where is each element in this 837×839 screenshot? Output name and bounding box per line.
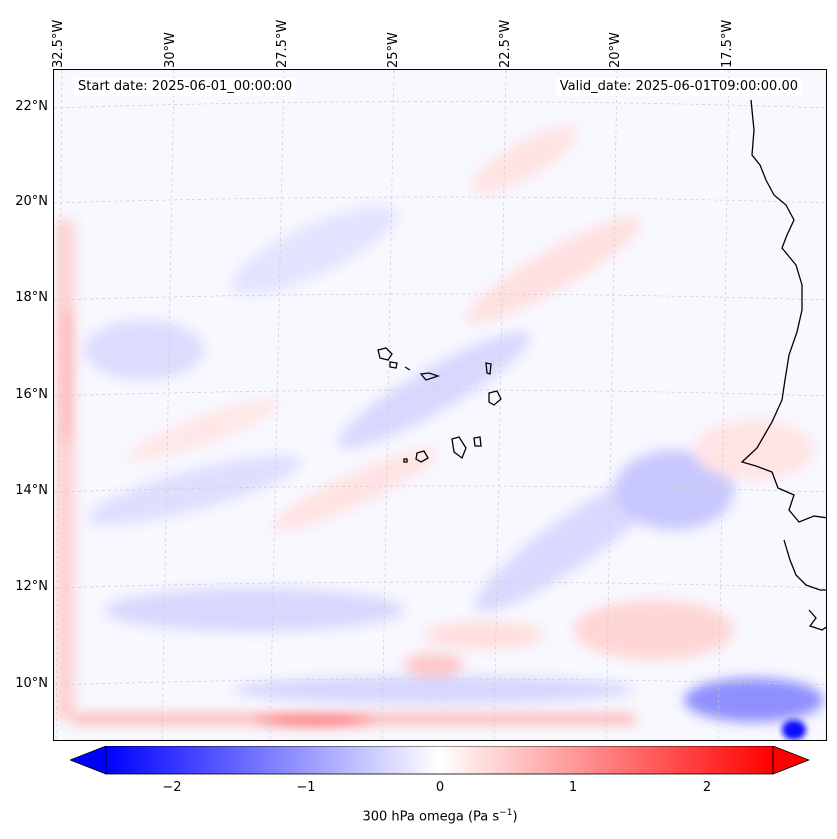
lat-label: 10°N (15, 676, 48, 691)
lat-label: 18°N (15, 290, 48, 305)
omega-field-map (54, 70, 826, 740)
lon-label: 25°W (386, 32, 401, 68)
colorbar-tick: 0 (435, 780, 445, 795)
africa-coastline (740, 99, 826, 523)
lat-label: 16°N (15, 387, 48, 402)
lon-label: 30°W (163, 32, 178, 68)
africa-coastline-south (783, 539, 826, 591)
colorbar-extend-low (70, 746, 107, 775)
omega-anomalies (56, 126, 824, 726)
strong-ascent-spot (782, 720, 806, 740)
colorbar-tick: 1 (568, 780, 578, 795)
graticule (54, 70, 826, 740)
cape-verde-islands (377, 347, 502, 463)
lon-label: 32.5°W (51, 19, 66, 68)
lat-label: 14°N (15, 483, 48, 498)
colorbar-extend-high (772, 746, 810, 775)
lat-label: 22°N (15, 99, 48, 114)
valid-date-label: Valid_date: 2025-06-01T09:00:00.00 (555, 78, 802, 96)
map-panel: Start date: 2025-06-01_00:00:00 Valid_da… (53, 69, 827, 741)
colorbar-label: 300 hPa omega (Pa s−1) (362, 808, 518, 825)
colorbar-gradient (105, 746, 774, 775)
colorbar-tick: 2 (702, 780, 712, 795)
lat-label: 20°N (15, 194, 48, 209)
lon-label: 27.5°W (275, 19, 290, 68)
lon-label: 17.5°W (720, 19, 735, 68)
lon-label: 20°W (608, 32, 623, 68)
lon-label: 22.5°W (498, 19, 513, 68)
colorbar (70, 746, 810, 775)
start-date-label: Start date: 2025-06-01_00:00:00 (74, 78, 297, 96)
colorbar-tick: −2 (162, 780, 182, 795)
lat-label: 12°N (15, 579, 48, 594)
colorbar-tick: −1 (296, 780, 316, 795)
